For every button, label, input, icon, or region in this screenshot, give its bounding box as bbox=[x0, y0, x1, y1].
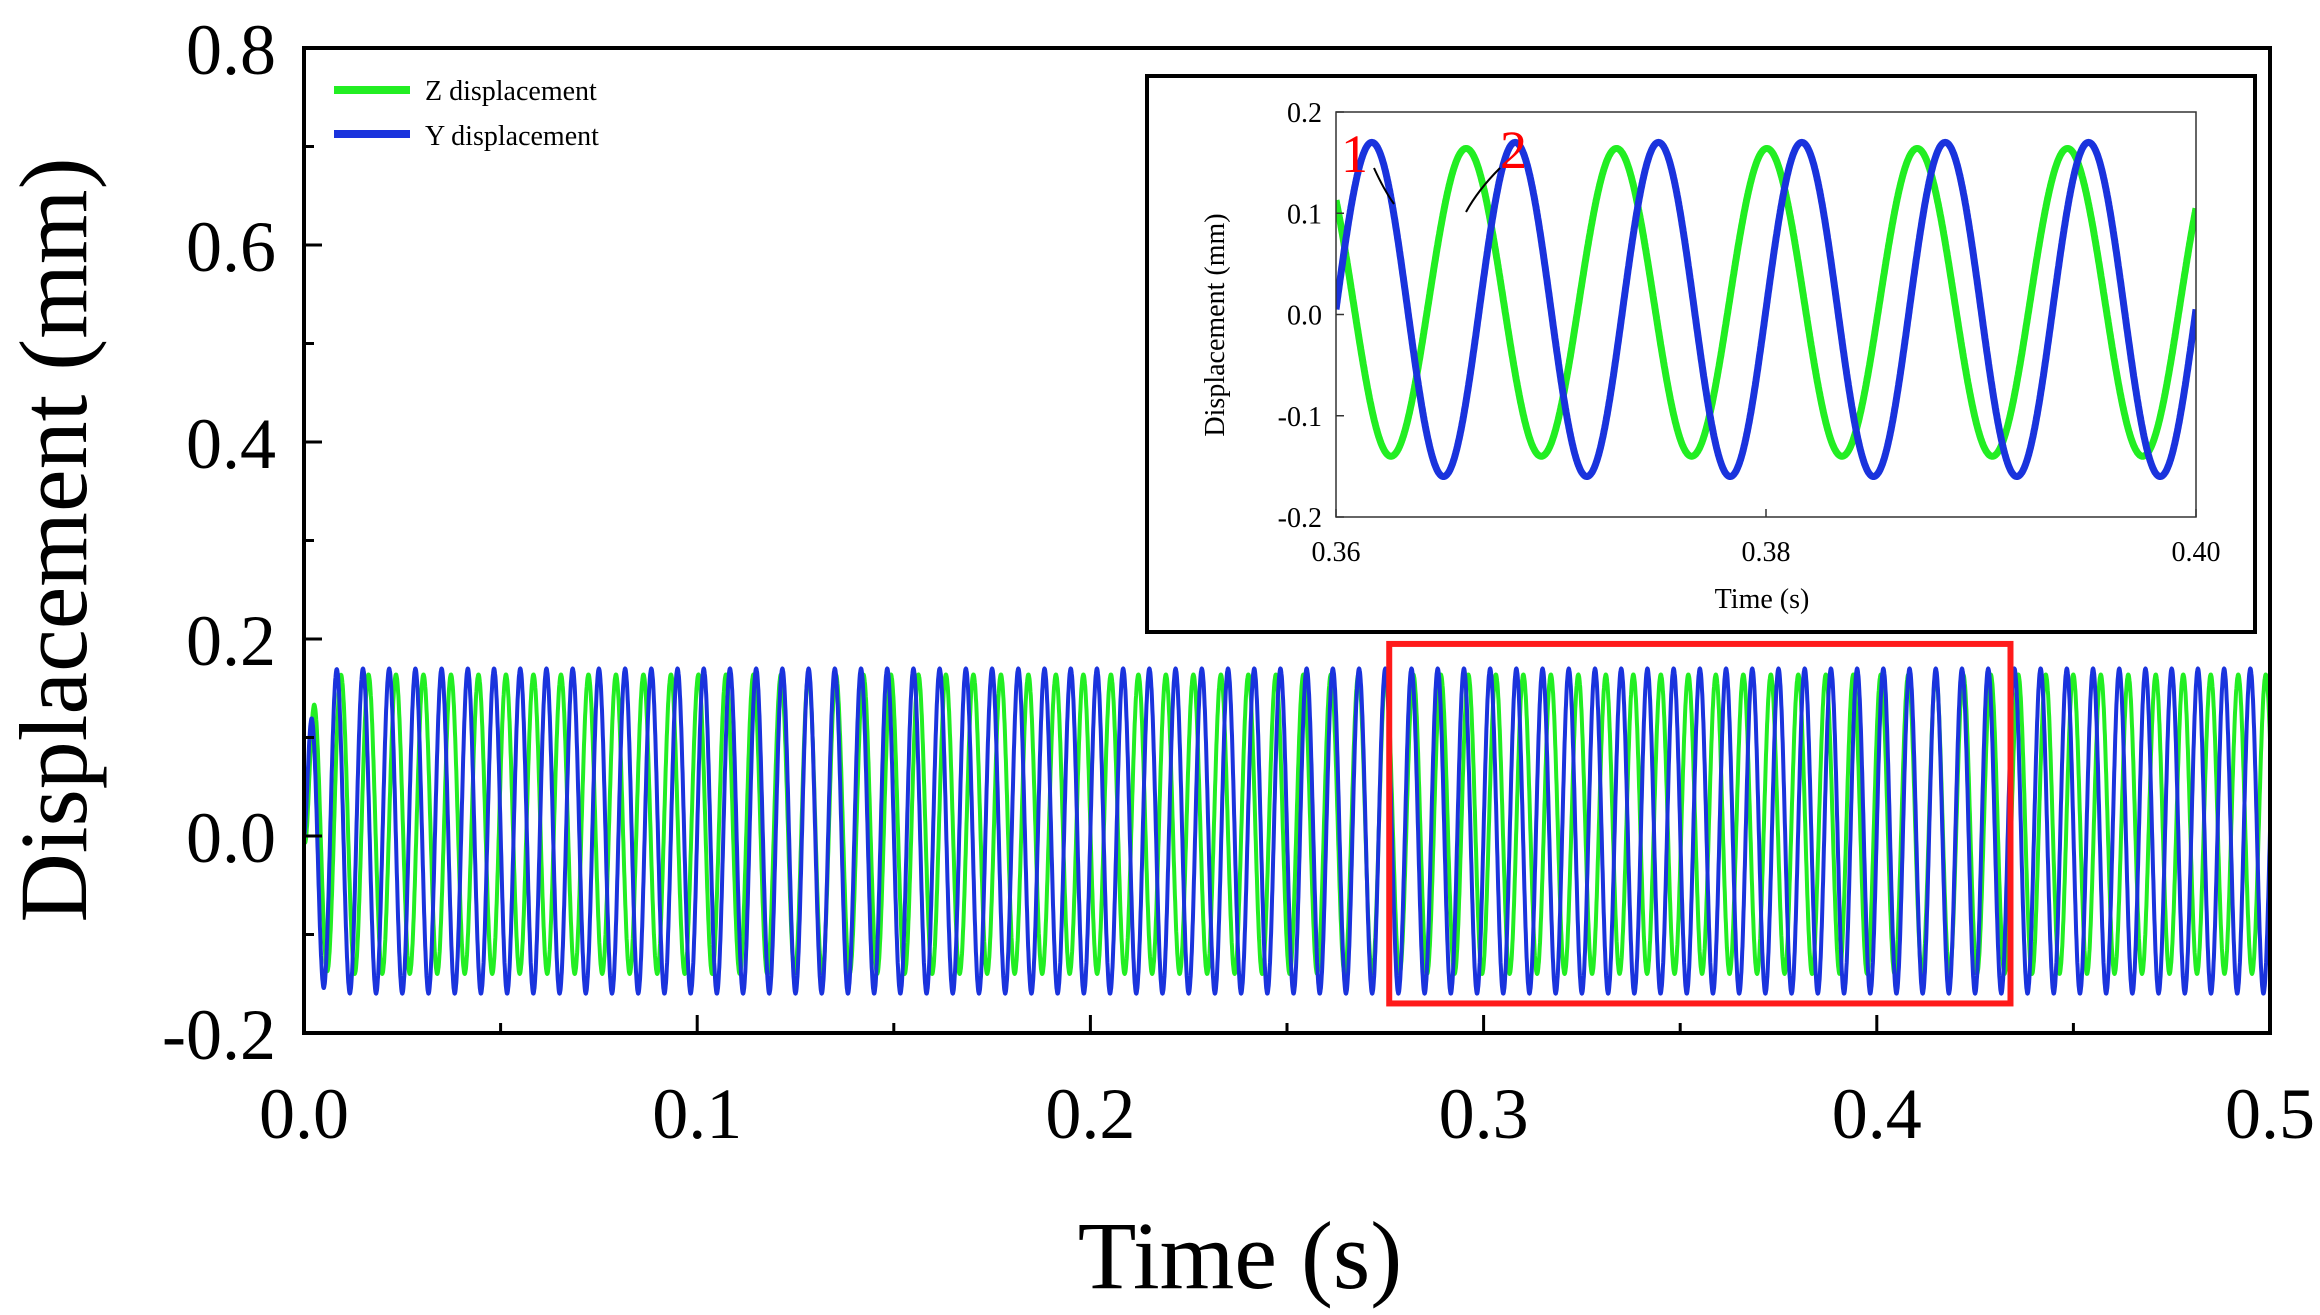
inset-y-tick-label: 0.2 bbox=[1287, 98, 1322, 129]
inset-series-line-z bbox=[1336, 145, 2196, 460]
inset-y-tick-label: 0.0 bbox=[1287, 301, 1322, 332]
legend-label-z: Z displacement bbox=[425, 76, 597, 107]
inset-x-tick-label: 0.38 bbox=[1742, 537, 1791, 568]
x-tick-label: 0.4 bbox=[1832, 1074, 1922, 1154]
inset-x-tick-label: 0.40 bbox=[2172, 537, 2221, 568]
x-tick-label: 0.0 bbox=[259, 1074, 349, 1154]
main-axis-ticks: 0.0 0.1 0.2 0.3 0.4 0.5-0.20.00.20.40.60.8 bbox=[162, 10, 2315, 1154]
y-tick-label: 0.0 bbox=[186, 798, 276, 878]
inset-y-tick-label: 0.1 bbox=[1287, 199, 1322, 230]
callout-label-1: 1 bbox=[1341, 124, 1368, 184]
legend-label-y: Y displacement bbox=[425, 121, 599, 152]
main-series-line-y bbox=[302, 666, 2272, 996]
x-tick-label: 0.3 bbox=[1439, 1074, 1529, 1154]
main-plot-series bbox=[302, 666, 2272, 996]
x-tick-label: 0.5 bbox=[2225, 1074, 2315, 1154]
y-tick-label: 0.4 bbox=[186, 404, 276, 484]
inset-y-tick-label: -0.2 bbox=[1278, 503, 1322, 534]
y-tick-label: -0.2 bbox=[162, 995, 276, 1075]
inset-y-tick-label: -0.1 bbox=[1278, 402, 1322, 433]
inset-plot-series bbox=[1336, 138, 2196, 480]
callout-leader-2 bbox=[1465, 167, 1501, 213]
y-axis-title: Displacement (mm) bbox=[0, 157, 107, 922]
y-tick-label: 0.6 bbox=[186, 207, 276, 287]
zoom-highlight-box bbox=[1386, 640, 2014, 1007]
inset-x-tick-label: 0.36 bbox=[1312, 537, 1361, 568]
legend: Z displacement Y displacement bbox=[334, 76, 599, 152]
x-axis-title: Time (s) bbox=[1078, 1202, 1403, 1309]
inset-zoom-chart: 0.36 0.38 0.40 -0.2 -0.1 0.0 0.1 0.2 Time (s) D… bbox=[1145, 74, 2257, 634]
inset-y-axis-title: Displacement (mm) bbox=[1200, 213, 1231, 436]
y-tick-label: 0.2 bbox=[186, 601, 276, 681]
inset-axis-ticks: 0.36 0.38 0.40 -0.2 -0.1 0.0 0.1 0.2 bbox=[1278, 98, 2221, 568]
x-tick-label: 0.1 bbox=[652, 1074, 742, 1154]
inset-x-axis-title: Time (s) bbox=[1715, 584, 1810, 615]
inset-series-line-y bbox=[1336, 138, 2196, 480]
callout-label-2: 2 bbox=[1500, 120, 1527, 180]
y-tick-label: 0.8 bbox=[186, 10, 276, 90]
callout-leader-1 bbox=[1373, 167, 1395, 205]
x-tick-label: 0.2 bbox=[1045, 1074, 1135, 1154]
